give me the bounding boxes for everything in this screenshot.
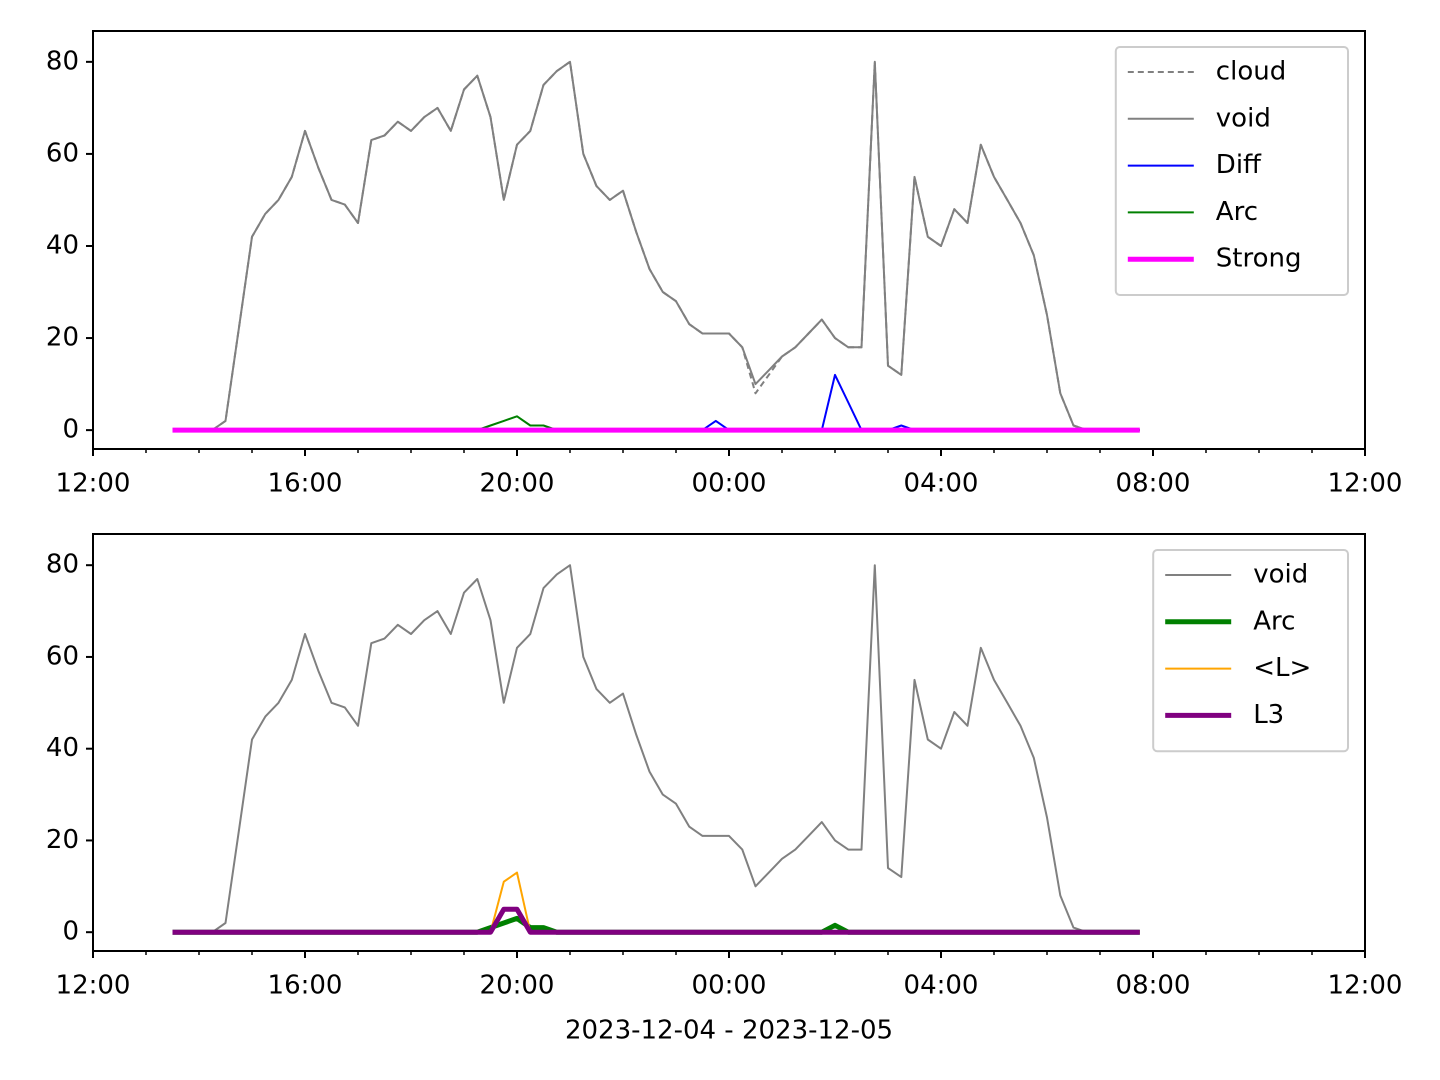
y-tick-label: 60 xyxy=(46,641,79,671)
series-line xyxy=(172,906,1140,935)
y-tick-label: 40 xyxy=(46,230,79,260)
legend-label: <L> xyxy=(1253,653,1311,683)
x-tick-label: 12:00 xyxy=(56,971,131,1001)
legend-label: void xyxy=(1216,103,1271,133)
series-line xyxy=(172,373,1140,432)
legend-label: Strong xyxy=(1216,244,1302,274)
y-tick-label: 40 xyxy=(46,733,79,763)
y-tick-label: 60 xyxy=(46,138,79,168)
x-tick-label: 16:00 xyxy=(268,971,343,1001)
legend-label: void xyxy=(1253,560,1308,590)
x-tick-label: 12:00 xyxy=(56,469,131,499)
series-line xyxy=(172,60,1140,432)
legend-label: Arc xyxy=(1253,606,1295,636)
legend-label: Arc xyxy=(1216,197,1258,227)
x-tick-label: 20:00 xyxy=(480,971,555,1001)
x-tick-label: 00:00 xyxy=(692,469,767,499)
x-tick-label: 12:00 xyxy=(1328,971,1403,1001)
series-line xyxy=(172,564,1140,934)
legend-box xyxy=(1114,46,1350,296)
x-axis-label: 2023-12-04 - 2023-12-05 xyxy=(565,1016,893,1046)
y-tick-label: 0 xyxy=(62,917,79,947)
y-tick-label: 20 xyxy=(46,825,79,855)
x-tick-label: 08:00 xyxy=(1116,971,1191,1001)
y-tick-label: 20 xyxy=(46,323,79,353)
x-tick-label: 20:00 xyxy=(480,469,555,499)
x-tick-label: 04:00 xyxy=(904,469,979,499)
y-tick-label: 0 xyxy=(62,415,79,445)
x-tick-label: 00:00 xyxy=(692,971,767,1001)
legend-label: cloud xyxy=(1216,57,1286,87)
legend-label: L3 xyxy=(1253,700,1284,730)
x-tick-label: 12:00 xyxy=(1328,469,1403,499)
series-line xyxy=(172,60,1140,432)
x-tick-label: 08:00 xyxy=(1116,469,1191,499)
legend-box xyxy=(1152,549,1349,753)
x-tick-label: 16:00 xyxy=(268,469,343,499)
series-line xyxy=(172,871,1140,934)
x-tick-label: 04:00 xyxy=(904,971,979,1001)
y-tick-label: 80 xyxy=(46,46,79,76)
y-tick-label: 80 xyxy=(46,550,79,580)
legend-label: Diff xyxy=(1216,150,1262,180)
